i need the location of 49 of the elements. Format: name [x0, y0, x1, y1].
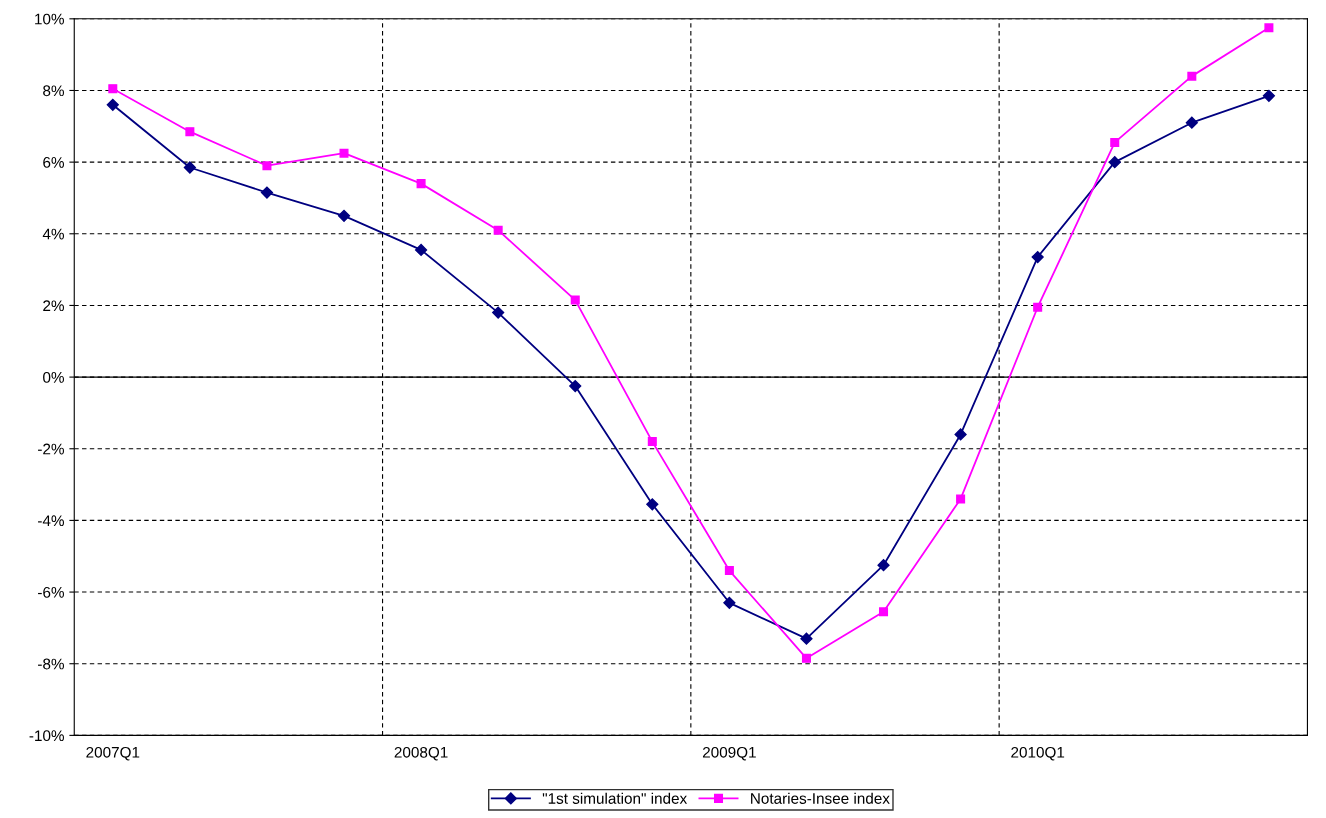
y-tick-label: 2% [43, 300, 64, 312]
point [106, 98, 119, 111]
y-tick-label: -10% [29, 730, 64, 742]
y-tick-label: 6% [43, 157, 64, 168]
x-tick-label: 2008Q1 [394, 746, 448, 761]
y-tick-label: 10% [35, 13, 64, 25]
point [647, 437, 657, 447]
point [1262, 89, 1275, 102]
x-tick-label: 2009Q1 [702, 746, 756, 761]
point [879, 607, 889, 617]
point [1185, 116, 1198, 129]
y-tick-label: -2% [38, 443, 64, 455]
y-tick-label: -6% [38, 586, 64, 598]
point [801, 653, 811, 663]
point [723, 596, 736, 609]
point [569, 379, 582, 393]
point [800, 632, 813, 645]
point [337, 209, 351, 222]
y-tick-label: 0% [43, 371, 64, 383]
point [646, 498, 659, 511]
point [260, 186, 274, 199]
x-tick-label: 2007Q1 [86, 746, 140, 761]
y-tick-label: -8% [38, 658, 64, 670]
y-tick-label: 8% [43, 85, 64, 97]
y-tick-label: 4% [42, 228, 64, 240]
point [954, 428, 967, 441]
point [108, 84, 118, 94]
point [185, 127, 195, 137]
point [416, 179, 426, 189]
legend-label: "1st simulation" index [542, 792, 688, 804]
point [570, 295, 580, 305]
point [1264, 23, 1274, 33]
point [339, 148, 349, 158]
point [414, 243, 428, 257]
point [1033, 302, 1043, 312]
point [1108, 156, 1121, 169]
point [1187, 71, 1197, 81]
point [183, 161, 196, 174]
x-tick-label: 2010Q1 [1011, 746, 1065, 761]
point [492, 306, 505, 319]
legend-label: Notaries-Insee index [751, 792, 890, 804]
point [1031, 250, 1044, 264]
point [493, 225, 503, 235]
point [956, 494, 966, 504]
point [1110, 137, 1120, 147]
point [262, 161, 272, 171]
point [877, 559, 890, 572]
y-tick-label: -4% [38, 515, 64, 527]
point [724, 566, 734, 576]
